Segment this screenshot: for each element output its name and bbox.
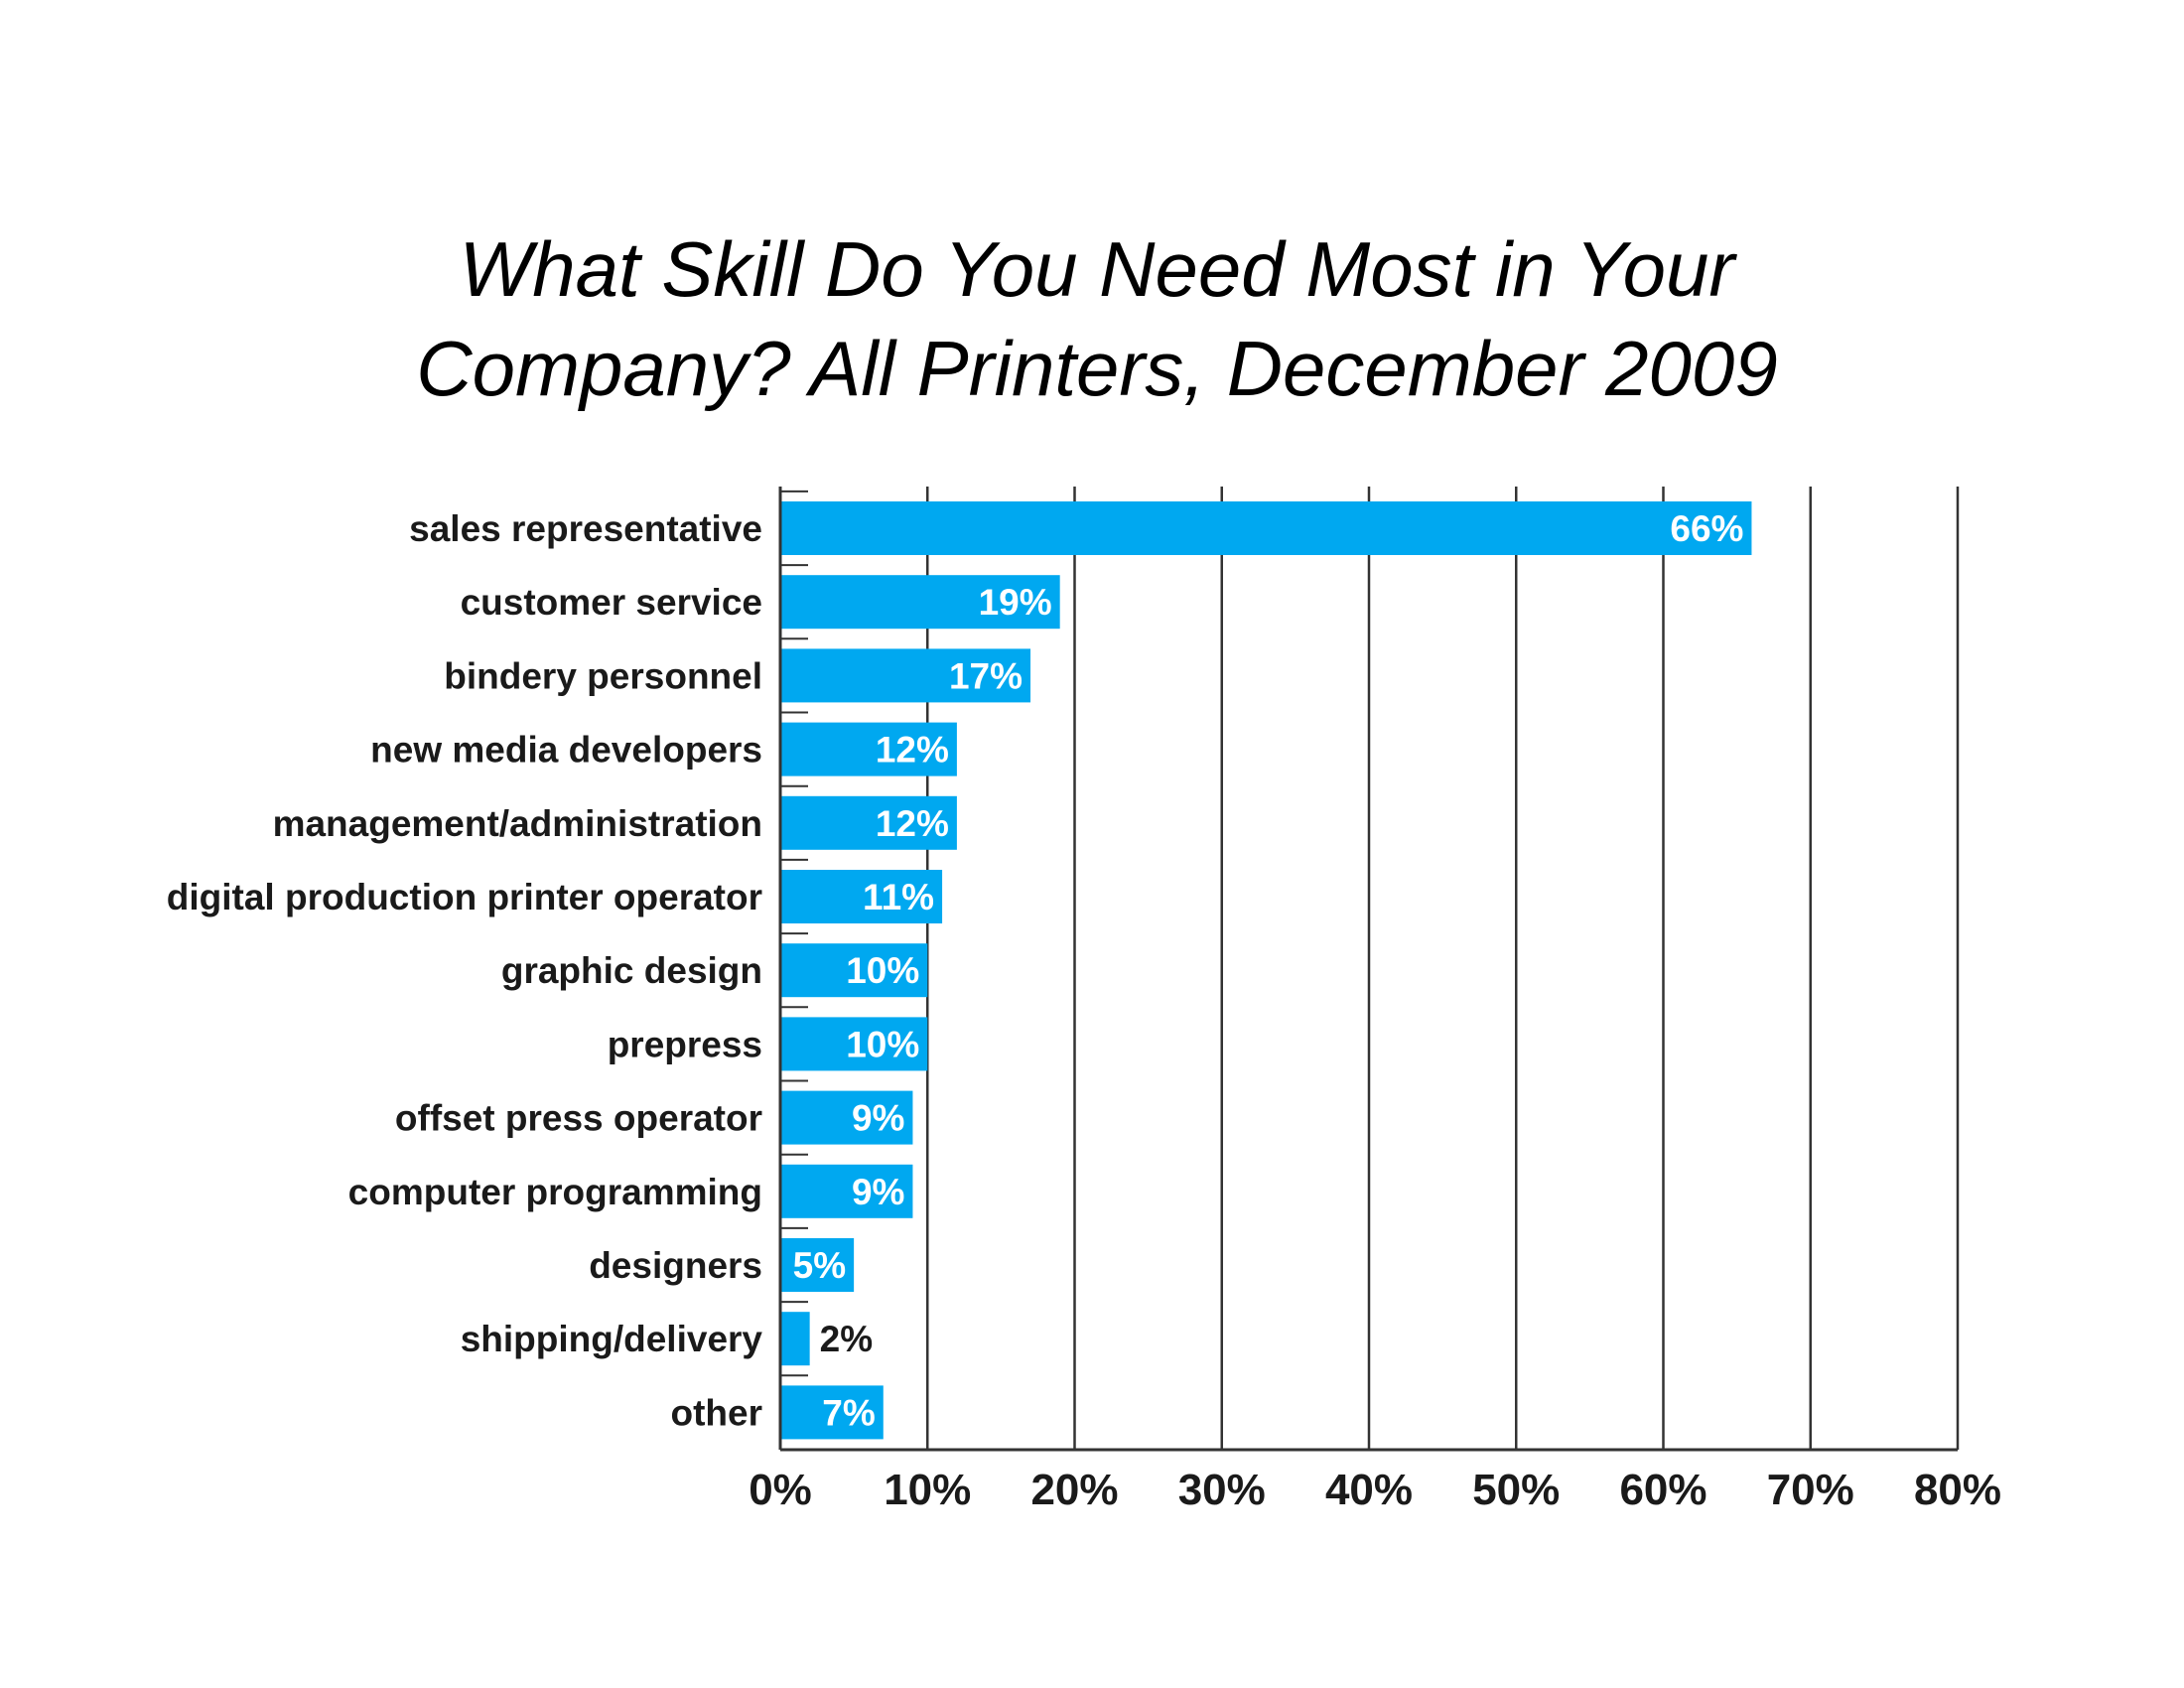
bar-8 — [781, 1090, 913, 1145]
value-label-0: 66% — [1670, 508, 1743, 549]
value-label-7: 10% — [846, 1024, 919, 1064]
category-label-4: management/administration — [273, 803, 762, 844]
value-label-6: 10% — [846, 950, 919, 991]
bar-7 — [781, 1017, 928, 1071]
category-label-1: customer service — [461, 582, 762, 623]
category-label-12: other — [671, 1392, 763, 1433]
value-label-1: 19% — [979, 582, 1052, 623]
category-labels: sales representative customer service bind… — [167, 508, 763, 1433]
category-label-11: shipping/delivery — [461, 1319, 763, 1359]
category-label-0: sales representative — [409, 508, 762, 549]
category-label-9: computer programming — [348, 1172, 762, 1212]
category-label-8: offset press operator — [395, 1098, 762, 1139]
bar-12 — [781, 1385, 884, 1440]
value-label-10: 5% — [793, 1245, 846, 1286]
value-label-8: 9% — [852, 1098, 904, 1139]
value-label-11: 2% — [820, 1319, 873, 1359]
chart-title: What Skill Do You Need Most in Your Comp… — [416, 225, 1777, 412]
x-tick-label-70: 70% — [1767, 1466, 1854, 1514]
category-label-10: designers — [589, 1245, 762, 1286]
value-label-2: 17% — [949, 655, 1023, 696]
bar-5 — [781, 870, 943, 923]
bar-1 — [781, 575, 1060, 630]
x-axis: 0% 10% 20% 30% 40% 50% 60% 70% 80% — [749, 1466, 2001, 1514]
category-label-3: new media developers — [370, 730, 762, 771]
bar-2 — [781, 648, 1031, 703]
value-label-4: 12% — [876, 803, 949, 844]
bar-10 — [781, 1238, 855, 1292]
chart-title-line-2: Company? All Printers, December 2009 — [416, 325, 1777, 412]
bar-0 — [781, 501, 1752, 555]
bar-6 — [781, 943, 928, 998]
gridlines — [778, 487, 1960, 1452]
x-tick-label-20: 20% — [1030, 1466, 1118, 1514]
x-tick-label-60: 60% — [1619, 1466, 1706, 1514]
x-tick-label-80: 80% — [1914, 1466, 2001, 1514]
x-tick-label-10: 10% — [884, 1466, 971, 1514]
x-tick-label-0: 0% — [749, 1466, 812, 1514]
chart-title-line-1: What Skill Do You Need Most in Your — [460, 225, 1738, 313]
x-tick-label-30: 30% — [1178, 1466, 1266, 1514]
bar-9 — [781, 1164, 913, 1218]
category-label-5: digital production printer operator — [167, 877, 762, 917]
value-label-3: 12% — [876, 730, 949, 771]
category-label-6: graphic design — [501, 950, 762, 991]
bar-4 — [781, 795, 957, 850]
value-label-12: 7% — [822, 1392, 875, 1433]
x-tick-label-40: 40% — [1325, 1466, 1413, 1514]
bar-11 — [781, 1312, 810, 1366]
value-label-9: 9% — [852, 1172, 904, 1212]
x-tick-label-50: 50% — [1472, 1466, 1560, 1514]
bar-3 — [781, 722, 957, 776]
bars: 66%19%17%12%12%11%10%10%9%9%5%2%7% — [781, 501, 1752, 1440]
category-label-7: prepress — [608, 1024, 762, 1064]
category-label-2: bindery personnel — [444, 655, 762, 696]
value-label-5: 11% — [863, 877, 934, 917]
